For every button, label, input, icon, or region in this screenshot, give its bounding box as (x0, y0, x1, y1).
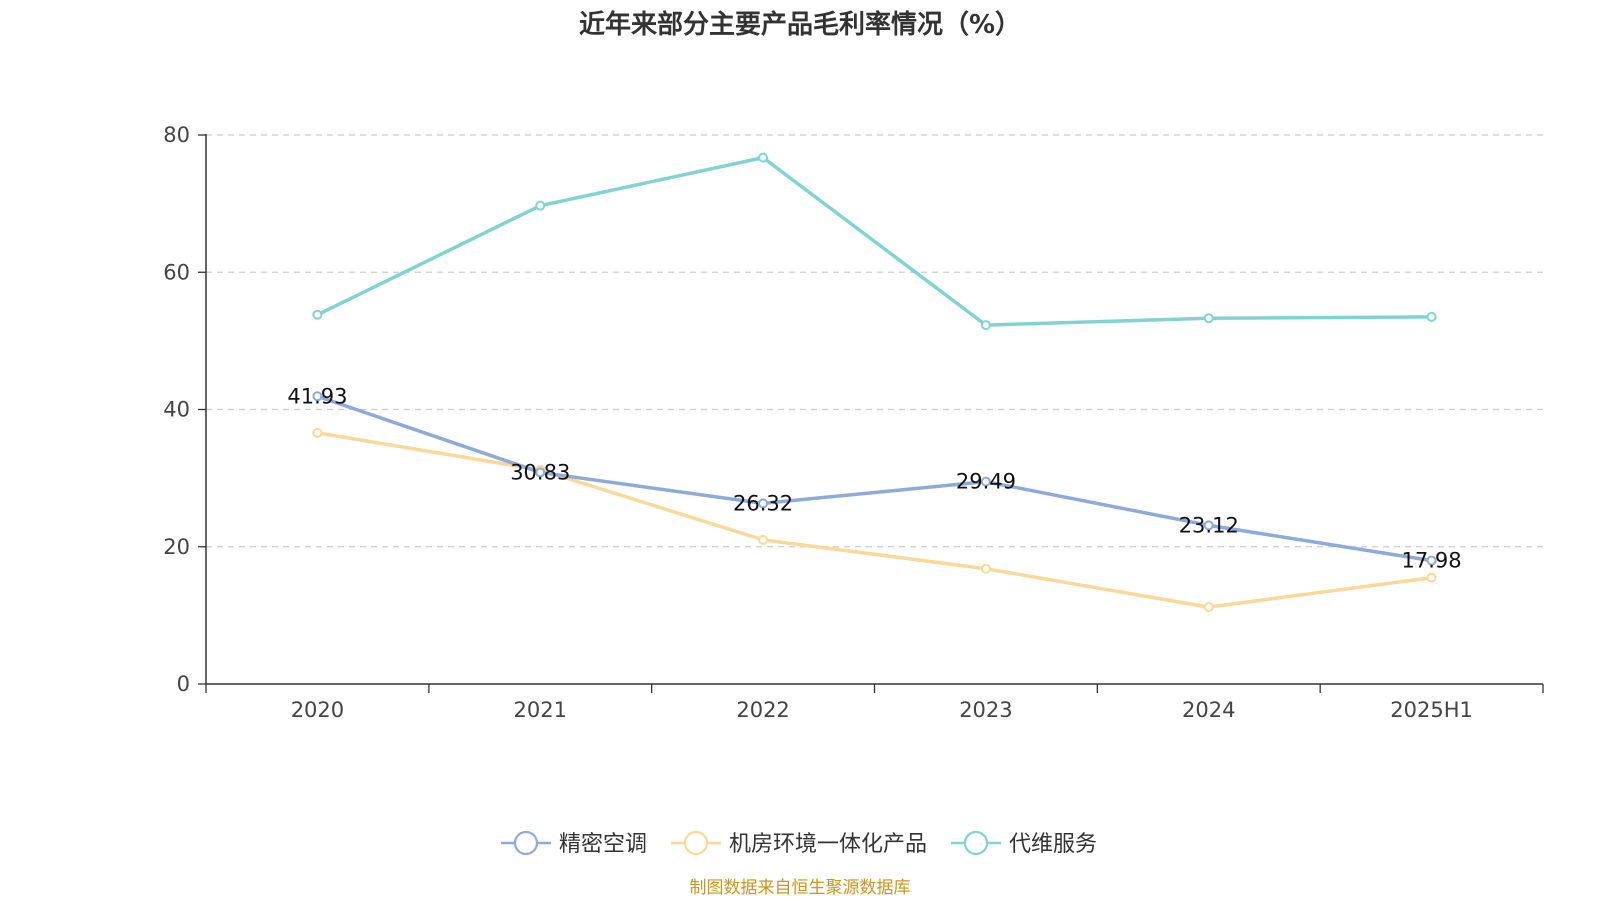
series-line (315, 155, 1434, 327)
data-label: 30.83 (510, 460, 570, 484)
data-point (980, 320, 991, 331)
data-label: 26.32 (733, 491, 793, 515)
data-point (1426, 311, 1437, 322)
data-label: 23.12 (1179, 513, 1239, 537)
x-tick-label: 2023 (959, 698, 1012, 722)
x-tick-label: 2020 (291, 698, 344, 722)
data-point (535, 467, 546, 478)
data-labels: 41.93 30.83 26.32 29.49 23.12 17.98 (287, 384, 1461, 572)
legend-marker-icon (683, 830, 709, 856)
legend-item: 代维服务 (951, 830, 1097, 857)
data-point (1203, 313, 1214, 324)
legend-marker-icon (513, 830, 539, 856)
series-line (315, 431, 1434, 609)
data-point (312, 391, 323, 402)
data-point (758, 498, 769, 509)
data-label: 41.93 (287, 384, 347, 408)
x-tick-label: 2021 (514, 698, 567, 722)
axes: 0 20 40 60 80 2020 2021 2022 2023 2024 2025H1 (163, 123, 1544, 722)
data-point (1426, 555, 1437, 566)
legend-label: 代维服务 (1009, 832, 1097, 857)
legend-marker-icon (963, 830, 989, 856)
data-point (1203, 520, 1214, 531)
series-line (315, 394, 1434, 563)
data-point (980, 476, 991, 487)
data-point (1203, 602, 1214, 613)
legend-item: 机房环境一体化产品 (671, 830, 927, 857)
x-tick-label: 2025H1 (1390, 698, 1473, 722)
y-tick-label: 60 (163, 260, 190, 284)
data-label: 17.98 (1402, 549, 1462, 573)
data-point (980, 563, 991, 574)
x-tick-label: 2022 (736, 698, 789, 722)
data-point (312, 427, 323, 438)
source-note: 制图数据来自恒生聚源数据库 (690, 878, 911, 898)
legend-item: 精密空调 (501, 830, 647, 857)
data-point (758, 152, 769, 163)
y-tick-label: 20 (163, 535, 190, 559)
data-point (312, 309, 323, 320)
data-point (758, 534, 769, 545)
grid-lines (206, 134, 1543, 548)
data-point (535, 200, 546, 211)
legend-label: 精密空调 (559, 832, 647, 857)
data-label: 29.49 (956, 470, 1016, 494)
series-lines (312, 152, 1437, 613)
legend-label: 机房环境一体化产品 (729, 832, 927, 857)
data-point (1426, 572, 1437, 583)
x-tick-label: 2024 (1182, 698, 1235, 722)
chart-title: 近年来部分主要产品毛利率情况（%） (579, 9, 1021, 40)
y-tick-label: 40 (163, 398, 190, 422)
legend: 精密空调 机房环境一体化产品 代维服务 (501, 830, 1097, 857)
y-tick-label: 80 (163, 123, 190, 147)
y-tick-label: 0 (177, 672, 190, 696)
